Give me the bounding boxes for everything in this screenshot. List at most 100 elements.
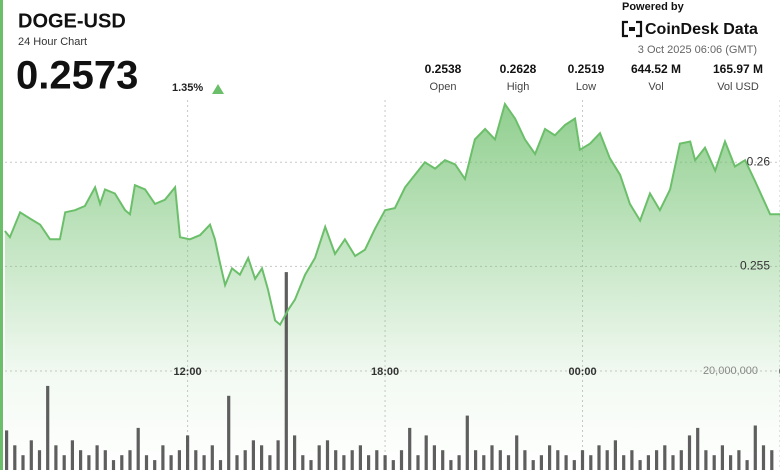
- volume-bar: [325, 440, 330, 470]
- stat-value: 0.2519: [568, 62, 605, 76]
- price: 0.2573: [16, 54, 138, 98]
- brand: CoinDesk Data: [645, 21, 758, 38]
- volume-bar: [770, 450, 774, 470]
- chart-title: DOGE-USD: [18, 10, 126, 32]
- volume-bar: [474, 450, 478, 470]
- volume-bar: [589, 455, 593, 470]
- volume-bar: [87, 455, 91, 470]
- volume-bar: [120, 455, 124, 470]
- stat-label: High: [507, 81, 530, 93]
- volume-bar: [358, 445, 362, 470]
- price-line: [4, 101, 780, 327]
- stat-value: 0.2628: [500, 62, 537, 76]
- stat-value: 165.97 M: [713, 62, 763, 76]
- volume-bar: [218, 460, 223, 470]
- stat-value: 0.2538: [425, 62, 462, 76]
- volume-bar: [62, 455, 66, 470]
- volume-bar: [21, 455, 25, 470]
- left-accent: [0, 0, 3, 470]
- volume-bar: [564, 455, 568, 470]
- plot-area: 0.255 0.26 12:00 18:00 00:00 06 20,000,000: [0, 100, 780, 470]
- volume-bar: [136, 427, 140, 470]
- volume-bar: [13, 445, 17, 470]
- volume-bar: [613, 440, 617, 470]
- volume-bar: [177, 450, 181, 470]
- volume-bar: [268, 455, 272, 470]
- y2-tick-label: 20,000,000: [703, 365, 758, 377]
- volume-bar: [367, 455, 371, 470]
- volume-bar: [276, 440, 280, 470]
- chart-subtitle: 24 Hour Chart: [18, 36, 87, 48]
- change: 1.35%: [172, 82, 203, 94]
- volume-bar: [720, 445, 724, 470]
- volume-bar: [70, 440, 74, 470]
- volume-bar: [37, 450, 42, 470]
- volume-bar: [383, 455, 387, 470]
- volume-bar: [638, 460, 642, 470]
- x-tick-label: 06: [779, 366, 780, 378]
- volume-bar: [243, 450, 247, 470]
- volume-bar: [449, 460, 453, 470]
- timestamp: 3 Oct 2025 06:06 (GMT): [638, 44, 757, 56]
- volume-bar: [293, 435, 297, 470]
- x-tick-label: 18:00: [371, 366, 399, 378]
- volume-bar: [54, 445, 58, 470]
- volume-bar: [663, 445, 667, 470]
- price-area: [4, 104, 780, 470]
- volume-bar: [523, 450, 527, 470]
- volume-bar: [630, 450, 634, 470]
- up-arrow: [212, 84, 224, 94]
- stat-label: Vol USD: [717, 81, 759, 93]
- stat-label: Open: [430, 81, 457, 93]
- volume-bar: [671, 455, 675, 470]
- volume-bar: [679, 450, 683, 470]
- volume-bar: [490, 445, 494, 470]
- volume-bar: [506, 455, 511, 470]
- volume-bar: [737, 450, 741, 470]
- volume-bar: [465, 415, 469, 470]
- volume-bar: [235, 455, 239, 470]
- volume-bar: [729, 455, 733, 470]
- volume-bar: [210, 445, 214, 470]
- volume-bar: [761, 445, 766, 470]
- volume-bar: [605, 450, 609, 470]
- y-tick-label: 0.255: [740, 259, 770, 273]
- volume-bar: [531, 460, 535, 470]
- x-tick-label: 00:00: [568, 366, 596, 378]
- volume-bar: [556, 450, 560, 470]
- volume-bar: [687, 435, 692, 470]
- powered-by: Powered by: [622, 1, 685, 13]
- volume-bar: [186, 435, 190, 470]
- volume-bar: [655, 450, 659, 470]
- volume-bar: [153, 460, 157, 470]
- volume-bar: [111, 460, 116, 470]
- stat-value: 644.52 M: [631, 62, 681, 76]
- volume-bar: [408, 427, 412, 470]
- volume-bar: [334, 450, 338, 470]
- volume-bar: [144, 455, 149, 470]
- volume-bar: [597, 445, 601, 470]
- volume-bar: [79, 450, 83, 470]
- volume-bar: [284, 272, 288, 470]
- volume-bar: [260, 445, 264, 470]
- volume-bar: [704, 450, 708, 470]
- volume-bar: [745, 460, 749, 470]
- volume-bar: [539, 455, 543, 470]
- volume-bar: [482, 455, 486, 470]
- volume-bar: [161, 445, 165, 470]
- volume-bar: [391, 460, 395, 470]
- volume-bar: [309, 460, 313, 470]
- volume-bar: [202, 455, 206, 470]
- volume-bar: [251, 440, 255, 470]
- volume-bar: [103, 450, 107, 470]
- volume-bar: [622, 455, 626, 470]
- volume-bar: [342, 455, 346, 470]
- volume-bar: [169, 455, 173, 470]
- volume-bar: [46, 385, 50, 470]
- volume-bar: [515, 435, 519, 470]
- volume-bar: [696, 427, 700, 470]
- volume-bar: [441, 450, 445, 470]
- volume-bar: [457, 455, 461, 470]
